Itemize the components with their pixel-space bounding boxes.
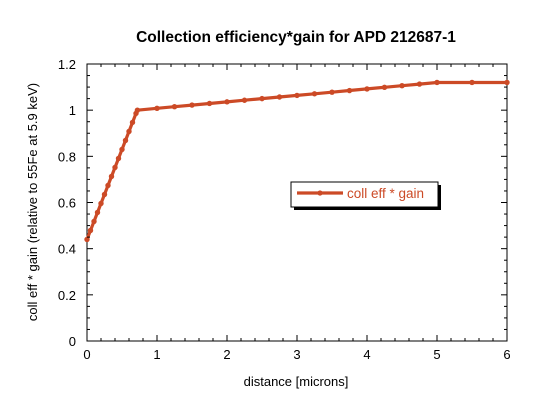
x-tick-label: 1 — [153, 347, 160, 362]
data-point — [87, 227, 94, 234]
y-tick-label: 0.8 — [58, 149, 76, 164]
data-point — [416, 81, 423, 87]
data-point — [311, 91, 318, 97]
data-point — [91, 218, 97, 225]
series-line — [85, 80, 507, 240]
series-layer — [84, 79, 510, 243]
data-point — [224, 99, 230, 105]
legend-label: coll eff * gain — [347, 186, 424, 201]
data-point — [122, 137, 129, 144]
data-point — [129, 119, 136, 126]
data-point — [108, 173, 115, 180]
x-tick-label: 5 — [433, 347, 440, 362]
axis-ticks: 0 1 2 3 4 5 6 0 0.2 0.4 0.6 0.8 1 1.2 — [58, 57, 511, 362]
y-tick-label: 1 — [69, 103, 76, 118]
data-point — [189, 102, 195, 108]
legend-marker — [317, 190, 323, 196]
data-point — [119, 146, 125, 153]
data-point — [171, 104, 178, 110]
y-axis-label: coll eff * gain (relative to 55Fe at 5.9… — [25, 83, 40, 321]
data-point — [469, 79, 475, 86]
data-point — [346, 87, 353, 94]
data-point — [105, 182, 111, 189]
y-tick-label: 0.6 — [58, 196, 76, 211]
x-tick-label: 6 — [503, 347, 510, 362]
data-point — [329, 89, 335, 95]
data-point — [115, 155, 122, 162]
data-point — [98, 200, 104, 207]
data-point — [399, 82, 405, 89]
x-tick-label: 0 — [83, 347, 90, 362]
legend: coll eff * gain — [290, 181, 441, 210]
data-point — [364, 86, 370, 92]
data-point — [94, 209, 101, 216]
data-point — [504, 79, 510, 86]
data-point — [241, 97, 248, 103]
y-tick-label: 0 — [69, 334, 76, 349]
chart-title: Collection efficiency*gain for APD 21268… — [136, 29, 456, 46]
data-point — [134, 107, 141, 113]
data-point — [126, 128, 132, 135]
data-point — [434, 79, 440, 86]
data-point — [294, 92, 300, 99]
data-point — [276, 94, 283, 100]
y-tick-label: 1.2 — [58, 57, 76, 72]
data-point — [259, 95, 265, 102]
y-tick-label: 0.4 — [58, 242, 76, 257]
y-tick-label: 0.2 — [58, 288, 76, 303]
data-point — [206, 100, 213, 107]
x-tick-label: 4 — [363, 347, 370, 362]
data-point — [381, 84, 388, 91]
data-point — [154, 105, 160, 112]
x-tick-label: 2 — [223, 347, 230, 362]
x-axis-label: distance [microns] — [244, 374, 349, 389]
data-point — [112, 164, 118, 171]
x-tick-label: 3 — [293, 347, 300, 362]
data-point — [84, 236, 90, 243]
data-point — [101, 191, 108, 198]
